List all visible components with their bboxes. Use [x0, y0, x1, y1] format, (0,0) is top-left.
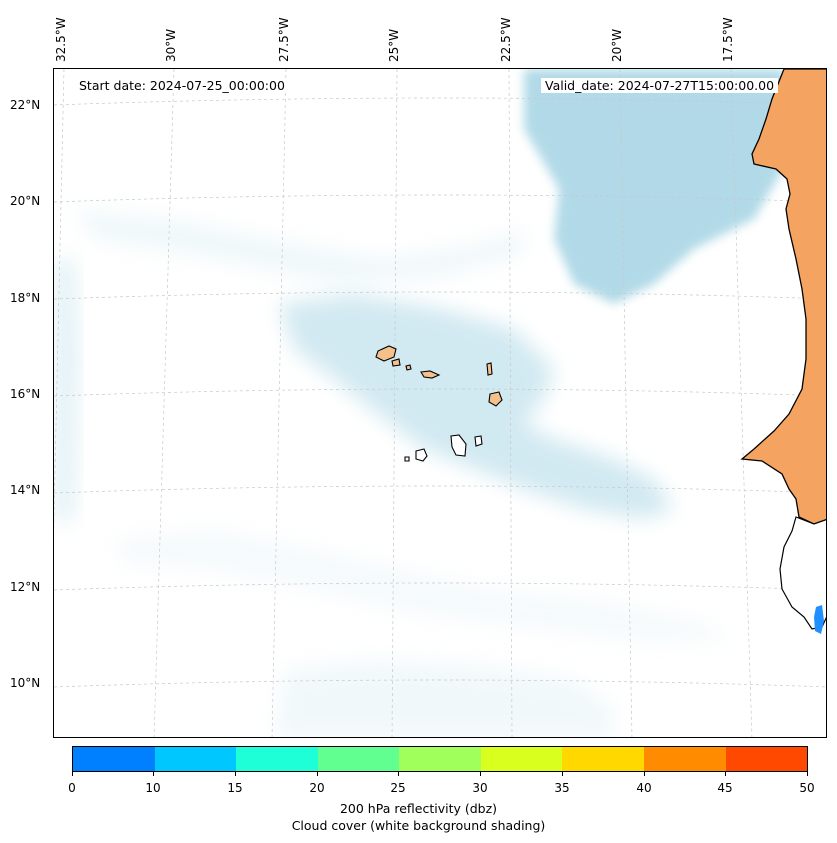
colorbar-segment-25-30	[399, 747, 481, 771]
colorbar-segment-40-45	[643, 747, 726, 771]
valid-date-label: Valid_date: 2024-07-27T15:00:00.00	[541, 78, 779, 93]
island-santa-luzia	[405, 364, 412, 371]
colorbar-label-25: 25	[390, 781, 406, 795]
lon-label-22-5w: 22.5°W	[499, 17, 513, 62]
colorbar-segment-35-40	[562, 747, 644, 771]
lon-label-25w: 25°W	[387, 28, 401, 62]
lon-label-27-5w: 27.5°W	[277, 17, 291, 62]
lon-label-17-5w: 17.5°W	[721, 17, 735, 62]
colorbar-tick	[398, 772, 399, 776]
island-fogo	[415, 448, 428, 462]
cloud-region-southwest-streaks	[114, 529, 734, 644]
land-gambia-guinea-coast	[779, 516, 826, 630]
cloud-region-streak-north	[74, 209, 524, 284]
cloud-region-central	[279, 294, 674, 519]
colorbar	[72, 746, 808, 772]
colorbar-tick	[480, 772, 481, 776]
island-boa-vista	[488, 391, 503, 407]
lat-label-16n: 16°N	[10, 387, 41, 401]
map-canvas	[54, 69, 826, 737]
island-santiago	[450, 434, 467, 457]
colorbar-tick	[562, 772, 563, 776]
lon-label-30w: 30°W	[164, 28, 178, 62]
lat-label-22n: 22°N	[10, 98, 41, 112]
lat-label-10n: 10°N	[10, 676, 41, 690]
colorbar-label-50: 50	[799, 781, 815, 795]
colorbar-tick	[317, 772, 318, 776]
lon-label-32-5w: 32.5°W	[54, 17, 68, 62]
colorbar-label-35: 35	[554, 781, 570, 795]
lon-label-20w: 20°W	[610, 28, 624, 62]
cloud-region-west	[54, 259, 79, 524]
colorbar-label-10: 10	[145, 781, 161, 795]
map-panel	[53, 68, 827, 738]
lat-label-14n: 14°N	[10, 483, 41, 497]
colorbar-segment-20-25	[317, 747, 400, 771]
colorbar-tick	[644, 772, 645, 776]
island-maio	[474, 435, 483, 447]
island-sao-nicolau	[420, 370, 441, 379]
colorbar-subtitle: Cloud cover (white background shading)	[291, 818, 546, 833]
colorbar-title: 200 hPa reflectivity (dbz)	[339, 801, 498, 816]
colorbar-tick	[153, 772, 154, 776]
colorbar-tick	[72, 772, 73, 776]
graticule	[54, 69, 826, 737]
colorbar-segment-0-10	[73, 747, 155, 771]
colorbar-label-40: 40	[636, 781, 652, 795]
colorbar-segment-45-50	[725, 747, 808, 771]
island-sao-vicente	[391, 358, 401, 367]
colorbar-segment-10-15	[154, 747, 237, 771]
colorbar-label-15: 15	[227, 781, 243, 795]
cape-verde-islands	[375, 345, 503, 462]
cloud-region-northeast	[524, 69, 789, 304]
colorbar-label-45: 45	[717, 781, 733, 795]
start-date-label: Start date: 2024-07-25_00:00:00	[75, 78, 289, 93]
colorbar-segment-30-35	[480, 747, 563, 771]
colorbar-tick	[725, 772, 726, 776]
colorbar-tick	[235, 772, 236, 776]
colorbar-label-30: 30	[472, 781, 488, 795]
colorbar-tick	[807, 772, 808, 776]
lat-label-12n: 12°N	[10, 580, 41, 594]
cloud-cover-layer	[54, 69, 789, 737]
colorbar-label-20: 20	[309, 781, 325, 795]
island-sal	[486, 362, 493, 376]
island-brava	[404, 456, 410, 462]
colorbar-segment-15-20	[236, 747, 318, 771]
lat-label-20n: 20°N	[10, 194, 41, 208]
island-santo-antao	[375, 345, 397, 362]
lat-label-18n: 18°N	[10, 291, 41, 305]
colorbar-label-0: 0	[68, 781, 76, 795]
small-echo-cell	[814, 605, 824, 634]
cloud-region-south	[274, 659, 614, 737]
land-west-africa	[740, 69, 826, 525]
